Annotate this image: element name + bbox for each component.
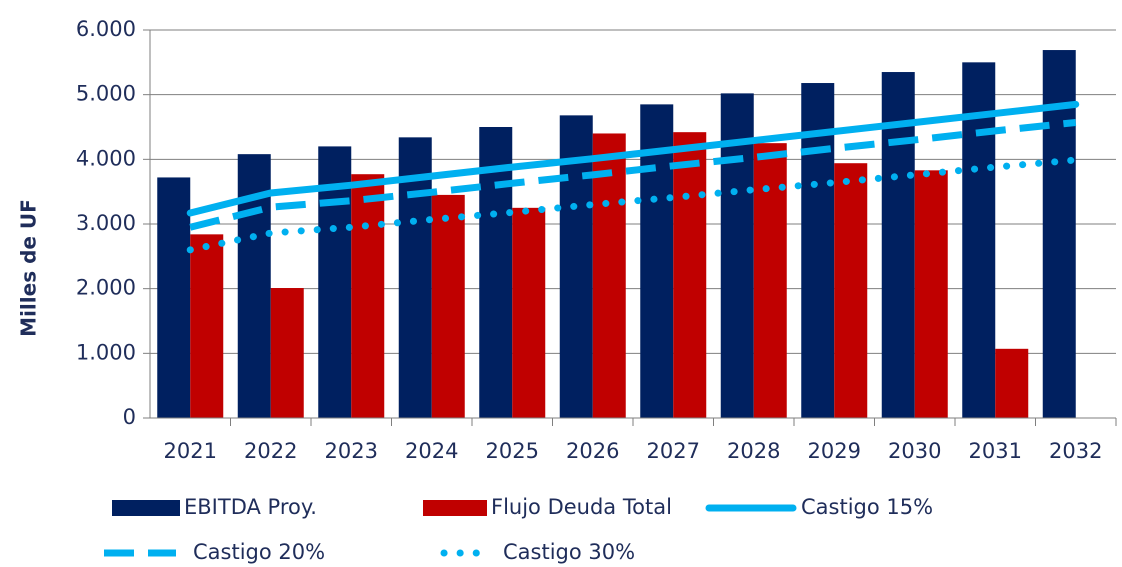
bar (431, 194, 465, 418)
y-tick-label: 5.000 (76, 82, 136, 106)
y-tick-label: 1.000 (76, 340, 136, 364)
legend-label: Castigo 15% (801, 495, 933, 519)
y-tick-label: 3.000 (76, 211, 136, 235)
line-series (186, 100, 1080, 217)
legend-label: Flujo Deuda Total (491, 495, 672, 519)
bar (1042, 50, 1076, 419)
bar (592, 133, 626, 418)
y-axis-label: Milles de UF (17, 199, 41, 337)
bar (512, 207, 546, 418)
line-series (186, 156, 1080, 254)
bar (995, 348, 1029, 418)
bar (720, 93, 754, 418)
bar (559, 115, 593, 419)
bar (640, 104, 674, 418)
line-series (189, 118, 1077, 231)
bar (673, 132, 707, 418)
x-tick-label: 2032 (1049, 439, 1102, 463)
x-tick-label: 2028 (727, 439, 780, 463)
y-tick-label: 2.000 (76, 276, 136, 300)
bar (881, 72, 915, 419)
legend-label: Castigo 30% (503, 540, 635, 564)
legend-swatch (112, 500, 180, 516)
legend-label: EBITDA Proy. (184, 495, 317, 519)
x-tick-label: 2027 (647, 439, 700, 463)
legend-swatch (423, 500, 487, 516)
x-tick-label: 2026 (566, 439, 619, 463)
y-tick-label: 6.000 (76, 17, 136, 41)
bar (914, 170, 948, 418)
x-tick-label: 2022 (244, 439, 297, 463)
y-tick-label: 4.000 (76, 146, 136, 170)
bar (398, 137, 432, 418)
bar (801, 83, 835, 418)
x-tick-label: 2030 (888, 439, 941, 463)
y-tick-label: 0 (123, 405, 136, 429)
bar (270, 288, 304, 418)
x-tick-label: 2031 (969, 439, 1022, 463)
x-tick-label: 2029 (808, 439, 861, 463)
legend-label: Castigo 20% (193, 540, 325, 564)
x-tick-label: 2023 (325, 439, 378, 463)
bar (190, 234, 224, 418)
x-tick-label: 2024 (405, 439, 458, 463)
x-tick-label: 2025 (486, 439, 539, 463)
bar (351, 174, 385, 418)
bar (318, 146, 352, 418)
bar (479, 127, 513, 418)
x-tick-label: 2021 (164, 439, 217, 463)
bar (962, 62, 996, 418)
bar (157, 177, 191, 418)
bar (834, 163, 868, 418)
